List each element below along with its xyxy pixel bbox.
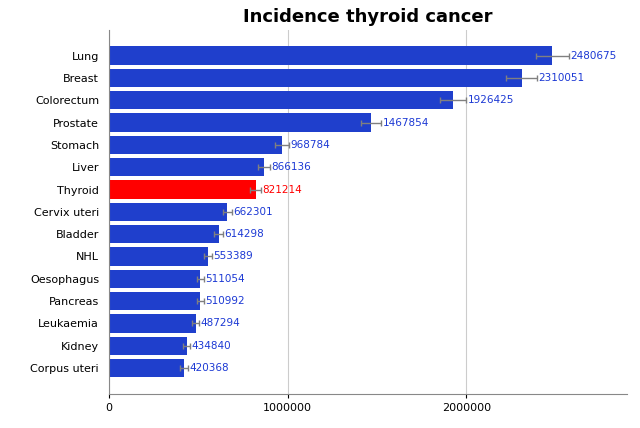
Bar	[109, 180, 255, 199]
Text: 1467854: 1467854	[383, 118, 429, 128]
Text: 968784: 968784	[290, 140, 330, 150]
Text: 487294: 487294	[201, 318, 241, 328]
Bar	[109, 270, 200, 288]
Bar	[109, 359, 184, 377]
Bar	[109, 314, 196, 333]
Bar	[109, 247, 208, 266]
Text: 1926425: 1926425	[467, 95, 514, 105]
Bar	[109, 158, 264, 176]
Text: 434840: 434840	[191, 341, 231, 351]
Bar	[109, 292, 200, 310]
Text: 420368: 420368	[189, 363, 228, 373]
Text: 662301: 662301	[233, 207, 273, 217]
Bar	[109, 225, 219, 244]
Text: 614298: 614298	[225, 229, 264, 239]
Bar	[109, 91, 453, 110]
Text: 866136: 866136	[271, 162, 310, 172]
Text: 821214: 821214	[263, 184, 303, 195]
Text: 2480675: 2480675	[570, 51, 616, 61]
Bar	[109, 47, 552, 65]
Text: 553389: 553389	[213, 252, 253, 262]
Text: 511054: 511054	[205, 274, 244, 284]
Title: Incidence thyroid cancer: Incidence thyroid cancer	[243, 8, 493, 26]
Bar	[109, 336, 186, 355]
Bar	[109, 69, 522, 87]
Text: 510992: 510992	[205, 296, 244, 306]
Text: 2310051: 2310051	[538, 73, 585, 83]
Bar	[109, 203, 227, 221]
Bar	[109, 113, 371, 132]
Bar	[109, 136, 282, 154]
